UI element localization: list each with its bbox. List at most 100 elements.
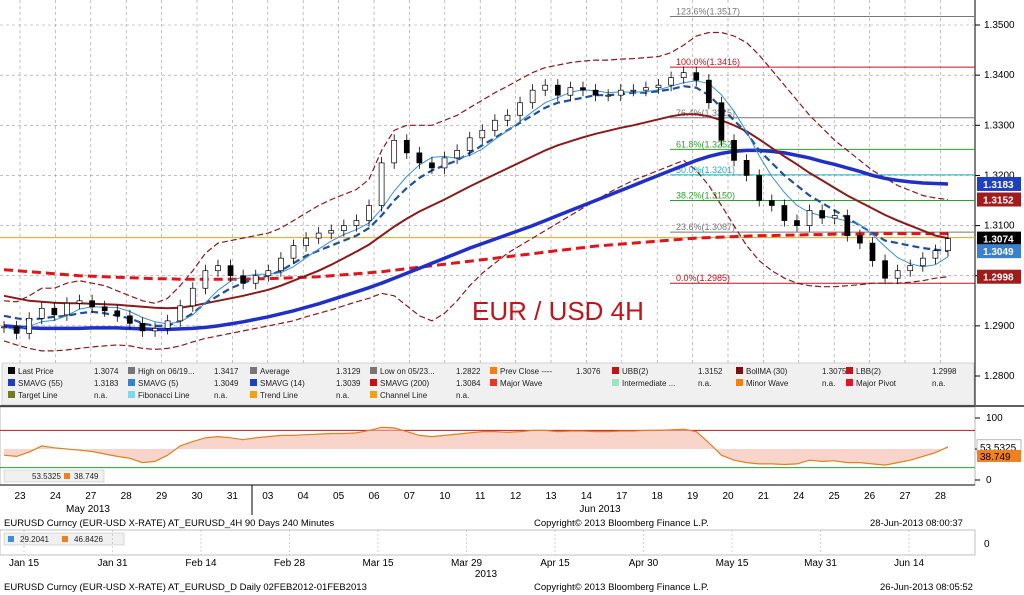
legend-label: SMAVG (14) (260, 379, 305, 388)
candle-body (794, 220, 800, 226)
legend-value: n.a. (456, 391, 469, 400)
price-badge (977, 269, 1021, 284)
candle-body (504, 114, 511, 121)
legend-swatch (370, 379, 377, 386)
candle-body (806, 210, 813, 226)
legend-value: 1.3076 (576, 367, 601, 376)
moving-averages (3, 80, 949, 332)
legend-swatch (846, 367, 853, 374)
fib-label: 23.6%(1.3087) (676, 222, 735, 232)
legend-value: n.a. (822, 379, 835, 388)
legend-swatch (250, 379, 257, 386)
price-badge (977, 244, 1021, 259)
rsi-line (3, 426, 949, 466)
daily-year-label: 2013 (475, 569, 498, 580)
candle-body (303, 237, 309, 246)
candle-body (844, 215, 851, 236)
x-tick-label: 20 (722, 491, 734, 502)
x-tick-label: 23 (14, 491, 26, 502)
daily-tick-label: 0 (984, 539, 990, 550)
candle-body (127, 315, 133, 324)
legend-value: 1.3417 (214, 367, 239, 376)
legend-swatch (612, 367, 619, 374)
x-tick-label: 28 (121, 491, 133, 502)
legend-label: Minor Wave (746, 379, 789, 388)
candle-body (38, 307, 45, 319)
candle-body (542, 84, 549, 91)
candle-body (479, 129, 486, 139)
sma200-line (3, 232, 948, 281)
rsi-badge2 (977, 449, 1021, 462)
legend-value: n.a. (698, 379, 711, 388)
candle-body (177, 305, 184, 322)
candle-body (252, 275, 259, 284)
x-month-label: May 2013 (66, 504, 110, 515)
sma14-line (3, 85, 949, 327)
candle-body (680, 72, 687, 78)
candle-body (466, 137, 473, 151)
daily-x-label: Mar 29 (451, 558, 483, 569)
legend-swatch (8, 391, 15, 398)
legend-value: 1.2822 (456, 367, 481, 376)
legend-label: Low on 05/23... (380, 367, 435, 376)
x-axis-ticks: 23 24 27 28 29 30 31 03 04 05 06 07 10 11 12 13 14 17 18 19… (14, 485, 946, 515)
x-tick-label: 13 (545, 491, 557, 502)
legend-label: Fibonacci Line (138, 391, 190, 400)
legend-box (1, 362, 975, 406)
x-tick-label: 04 (298, 491, 310, 502)
legend-label: Last Price (18, 367, 54, 376)
footer-4h-right: 28-Jun-2013 08:00:37 (870, 518, 963, 529)
legend-swatch (490, 379, 497, 386)
legend-label: Intermediate ... (622, 379, 675, 388)
candle-body (441, 157, 448, 169)
price-badge-label: 1.3183 (983, 180, 1014, 191)
upper-band (3, 31, 949, 304)
legend-swatch (8, 379, 15, 386)
y-tick-label: 1.3300 (984, 120, 1015, 131)
bollinger-bands (3, 31, 949, 352)
candle-body (340, 225, 347, 231)
legend-swatch (128, 379, 135, 386)
candle-body (76, 300, 83, 304)
sma5-line (3, 80, 949, 331)
bollma-line (3, 113, 949, 310)
candle-body (64, 302, 70, 316)
chart-title: EUR / USD 4H (472, 296, 644, 326)
daily-x-label: May 31 (804, 558, 837, 569)
legend-swatch (8, 367, 15, 374)
candle-body (26, 317, 33, 334)
daily-x-label: Mar 15 (362, 558, 394, 569)
candle-body (517, 102, 523, 116)
daily-x-label: Apr 30 (629, 558, 659, 569)
candle-body (265, 270, 272, 277)
main-plot-area (0, 0, 975, 405)
fib-label: 50.0%(1.3201) (676, 165, 735, 175)
x-tick-label: 17 (616, 491, 628, 502)
legend-swatch (612, 379, 619, 386)
x-tick-label: 31 (227, 491, 239, 502)
footer-4h-center: Copyright© 2013 Bloomberg Finance L.P. (534, 518, 709, 529)
legend-label: Average (260, 367, 290, 376)
rsi-legend-swatch (64, 473, 70, 479)
legend-swatch (128, 367, 135, 374)
candle-body (819, 210, 825, 219)
x-tick-label: 12 (510, 491, 522, 502)
candle-body (1, 326, 7, 329)
candle-body (592, 89, 599, 96)
candle-body (554, 84, 561, 96)
lower-band (3, 159, 949, 352)
legend-value: 1.3049 (214, 379, 239, 388)
fib-label: 61.8%(1.3252) (676, 139, 735, 149)
daily-val1: 29.2041 (20, 535, 49, 544)
candle-body (919, 257, 926, 267)
candle-body (51, 307, 58, 316)
legend-label: SMAVG (5) (138, 379, 179, 388)
fib-label: 100.0%(1.3416) (676, 57, 740, 67)
candle-body (429, 162, 435, 169)
candle-body (693, 72, 700, 81)
daily-x-label: Jan 31 (97, 558, 127, 569)
legend-value: 1.3075 (822, 367, 847, 376)
candle-body (278, 257, 284, 272)
candle-body (605, 94, 612, 97)
legend-label: Prev Close ---- (500, 367, 552, 376)
